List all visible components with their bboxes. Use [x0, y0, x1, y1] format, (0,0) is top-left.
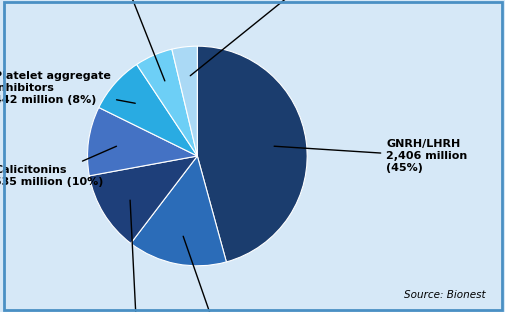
Wedge shape — [98, 65, 197, 156]
Wedge shape — [197, 46, 307, 262]
Text: Immunopeptides
618 million (12%): Immunopeptides 618 million (12%) — [82, 200, 191, 312]
Text: Calicitonins
535 million (10%): Calicitonins 535 million (10%) — [0, 146, 116, 187]
Wedge shape — [87, 108, 197, 176]
Text: Source: Bionest: Source: Bionest — [403, 290, 485, 300]
Wedge shape — [130, 156, 226, 266]
Text: Vasopressins
294 million (6%): Vasopressins 294 million (6%) — [75, 0, 177, 81]
Text: Somatostatins
769 million (15%): Somatostatins 769 million (15%) — [162, 236, 272, 312]
Text: Other
196 million (4%): Other 196 million (4%) — [190, 0, 356, 76]
Text: Platelet aggregate
inhibitors
442 million (8%): Platelet aggregate inhibitors 442 millio… — [0, 71, 135, 105]
Wedge shape — [172, 46, 197, 156]
Text: GNRH/LHRH
2,406 million
(45%): GNRH/LHRH 2,406 million (45%) — [274, 139, 467, 173]
Wedge shape — [136, 49, 197, 156]
Wedge shape — [89, 156, 197, 243]
